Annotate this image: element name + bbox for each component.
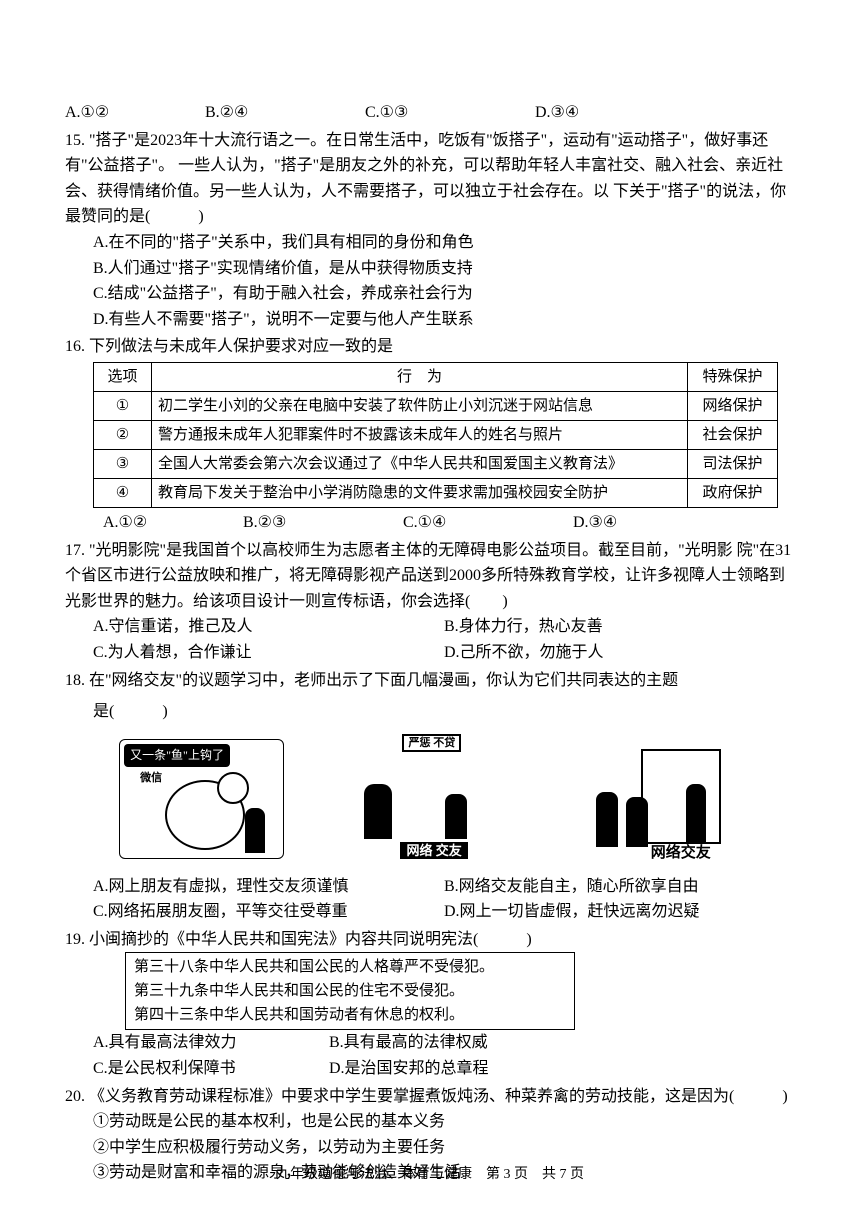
- q18-opt-d: D.网上一切皆虚假，赶快远离勿迟疑: [444, 899, 795, 925]
- q15-opt-b: B.人们通过"搭子"实现情绪价值，是从中获得物质支持: [65, 256, 795, 282]
- wechat-label: 微信: [140, 770, 162, 788]
- q15-text: "搭子"是2023年十大流行语之一。在日常生活中，吃饭有"饭搭子"，运动有"运动…: [65, 132, 786, 226]
- q17-opt-a: A.守信重诺，推己及人: [93, 614, 444, 640]
- question-18: 18. 在"网络交友"的议题学习中，老师出示了下面几幅漫画，你认为它们共同表达的…: [65, 668, 795, 925]
- q17-opt-b: B.身体力行，热心友善: [444, 614, 795, 640]
- person-icon: [445, 794, 467, 839]
- opt-d: D.③④: [535, 100, 579, 126]
- q17-row1: A.守信重诺，推己及人 B.身体力行，热心友善: [65, 614, 795, 640]
- table-row: ②警方通报未成年人犯罪案件时不披露该未成年人的姓名与照片社会保护: [94, 420, 778, 449]
- cartoon-3: 网络交友: [571, 749, 741, 868]
- q17-num: 17.: [65, 542, 85, 559]
- article-43: 第四十三条中华人民共和国劳动者有休息的权利。: [134, 1003, 566, 1027]
- cartoon-2: 严惩 不贷 网络 交友: [352, 739, 502, 868]
- th-behavior: 行 为: [152, 362, 688, 391]
- person-icon: [626, 797, 648, 847]
- page-footer: 九年级道德与法治、体育与健康 第 3 页 共 7 页: [0, 1164, 860, 1186]
- q17-opt-d: D.己所不欲，勿施于人: [444, 640, 795, 666]
- cartoon-2-label: 网络 交友: [400, 842, 467, 860]
- question-17: 17. "光明影院"是我国首个以高校师生为志愿者主体的无障碍电影公益项目。截至目…: [65, 538, 795, 666]
- q18-text: 在"网络交友"的议题学习中，老师出示了下面几幅漫画，你认为它们共同表达的主题: [89, 672, 678, 689]
- q16-num: 16.: [65, 338, 85, 355]
- question-19: 19. 小闽摘抄的《中华人民共和国宪法》内容共同说明宪法( ) 第三十八条中华人…: [65, 927, 795, 1082]
- q17-text: "光明影院"是我国首个以高校师生为志愿者主体的无障碍电影公益项目。截至目前，"光…: [65, 542, 791, 610]
- q19-text: 小闽摘抄的《中华人民共和国宪法》内容共同说明宪法( ): [89, 931, 532, 948]
- q18-row2: C.网络拓展朋友圈，平等交往受尊重 D.网上一切皆虚假，赶快远离勿迟疑: [65, 899, 795, 925]
- cartoon-1-banner: 又一条"鱼"上钩了: [124, 744, 230, 767]
- person-icon: [686, 784, 706, 844]
- q14-options: A.①② B.②④ C.①③ D.③④: [65, 100, 795, 126]
- opt-c: C.①③: [365, 100, 535, 126]
- q18-opt-a: A.网上朋友有虚拟，理性交友须谨慎: [93, 874, 444, 900]
- person-icon: [245, 808, 265, 853]
- article-39: 第三十九条中华人民共和国公民的住宅不受侵犯。: [134, 979, 566, 1003]
- q18-row1: A.网上朋友有虚拟，理性交友须谨慎 B.网络交友能自主，随心所欲享自由: [65, 874, 795, 900]
- person-icon: [364, 784, 392, 839]
- q19-opt-c: C.是公民权利保障书: [93, 1056, 329, 1082]
- cartoon-3-label: 网络交友: [651, 841, 711, 865]
- q19-opt-b: B.具有最高的法律权威: [329, 1030, 565, 1056]
- opt-b: B.②④: [205, 100, 365, 126]
- cartoon-1-img: 又一条"鱼"上钩了 微信: [119, 739, 284, 859]
- opt-a: A.①②: [65, 100, 205, 126]
- cartoon-3-img: 网络交友: [571, 749, 741, 859]
- q18-num: 18.: [65, 672, 85, 689]
- opt-a: A.①②: [103, 510, 243, 536]
- question-16: 16. 下列做法与未成年人保护要求对应一致的是 选项 行 为 特殊保护 ①初二学…: [65, 334, 795, 535]
- q15-num: 15.: [65, 132, 85, 149]
- opt-c: C.①④: [403, 510, 573, 536]
- constitution-box: 第三十八条中华人民共和国公民的人格尊严不受侵犯。 第三十九条中华人民共和国公民的…: [125, 952, 575, 1030]
- q20-num: 20.: [65, 1088, 85, 1105]
- q18-opt-c: C.网络拓展朋友圈，平等交往受尊重: [93, 899, 444, 925]
- opt-b: B.②③: [243, 510, 403, 536]
- q15-opt-a: A.在不同的"搭子"关系中，我们具有相同的身份和角色: [65, 230, 795, 256]
- cartoon-2-img: 严惩 不贷 网络 交友: [352, 739, 502, 859]
- q20-item-2: ②中学生应积极履行劳动义务，以劳动为主要任务: [65, 1135, 795, 1161]
- cartoon-2-sign: 严惩 不贷: [402, 734, 461, 752]
- q16-options: A.①② B.②③ C.①④ D.③④: [65, 510, 795, 536]
- cartoon-1: 又一条"鱼"上钩了 微信: [119, 739, 284, 868]
- th-option: 选项: [94, 362, 152, 391]
- article-38: 第三十八条中华人民共和国公民的人格尊严不受侵犯。: [134, 955, 566, 979]
- q19-opt-a: A.具有最高法律效力: [93, 1030, 329, 1056]
- q18-cont: 是( ): [65, 699, 795, 725]
- q15-opt-d: D.有些人不需要"搭子"，说明不一定要与他人产生联系: [65, 307, 795, 333]
- person-icon: [596, 792, 618, 847]
- q20-text: 《义务教育劳动课程标准》中要求中学生要掌握煮饭炖汤、种菜养禽的劳动技能，这是因为…: [89, 1088, 788, 1105]
- q17-row2: C.为人着想，合作谦让 D.己所不欲，勿施于人: [65, 640, 795, 666]
- q19-row2: C.是公民权利保障书 D.是治国安邦的总章程: [65, 1056, 565, 1082]
- table-header: 选项 行 为 特殊保护: [94, 362, 778, 391]
- q18-opt-b: B.网络交友能自主，随心所欲享自由: [444, 874, 795, 900]
- q20-item-1: ①劳动既是公民的基本权利，也是公民的基本义务: [65, 1109, 795, 1135]
- q19-row1: A.具有最高法律效力 B.具有最高的法律权威: [65, 1030, 565, 1056]
- q17-opt-c: C.为人着想，合作谦让: [93, 640, 444, 666]
- q16-table: 选项 行 为 特殊保护 ①初二学生小刘的父亲在电脑中安装了软件防止小刘沉迷于网站…: [93, 362, 778, 508]
- table-row: ①初二学生小刘的父亲在电脑中安装了软件防止小刘沉迷于网站信息网络保护: [94, 391, 778, 420]
- q19-opt-d: D.是治国安邦的总章程: [329, 1056, 565, 1082]
- cartoons-row: 又一条"鱼"上钩了 微信 严惩 不贷 网络 交友 网络交友: [85, 733, 775, 868]
- q15-opt-c: C.结成"公益搭子"，有助于融入社会，养成亲社会行为: [65, 281, 795, 307]
- question-15: 15. "搭子"是2023年十大流行语之一。在日常生活中，吃饭有"饭搭子"，运动…: [65, 128, 795, 333]
- opt-d: D.③④: [573, 510, 617, 536]
- table-row: ④教育局下发关于整治中小学消防隐患的文件要求需加强校园安全防护政府保护: [94, 478, 778, 507]
- q19-num: 19.: [65, 931, 85, 948]
- q16-stem: 下列做法与未成年人保护要求对应一致的是: [89, 338, 393, 355]
- table-row: ③全国人大常委会第六次会议通过了《中华人民共和国爱国主义教育法》司法保护: [94, 449, 778, 478]
- speech-bubble-icon: [165, 780, 245, 850]
- door-icon: [641, 749, 721, 844]
- th-protect: 特殊保护: [688, 362, 778, 391]
